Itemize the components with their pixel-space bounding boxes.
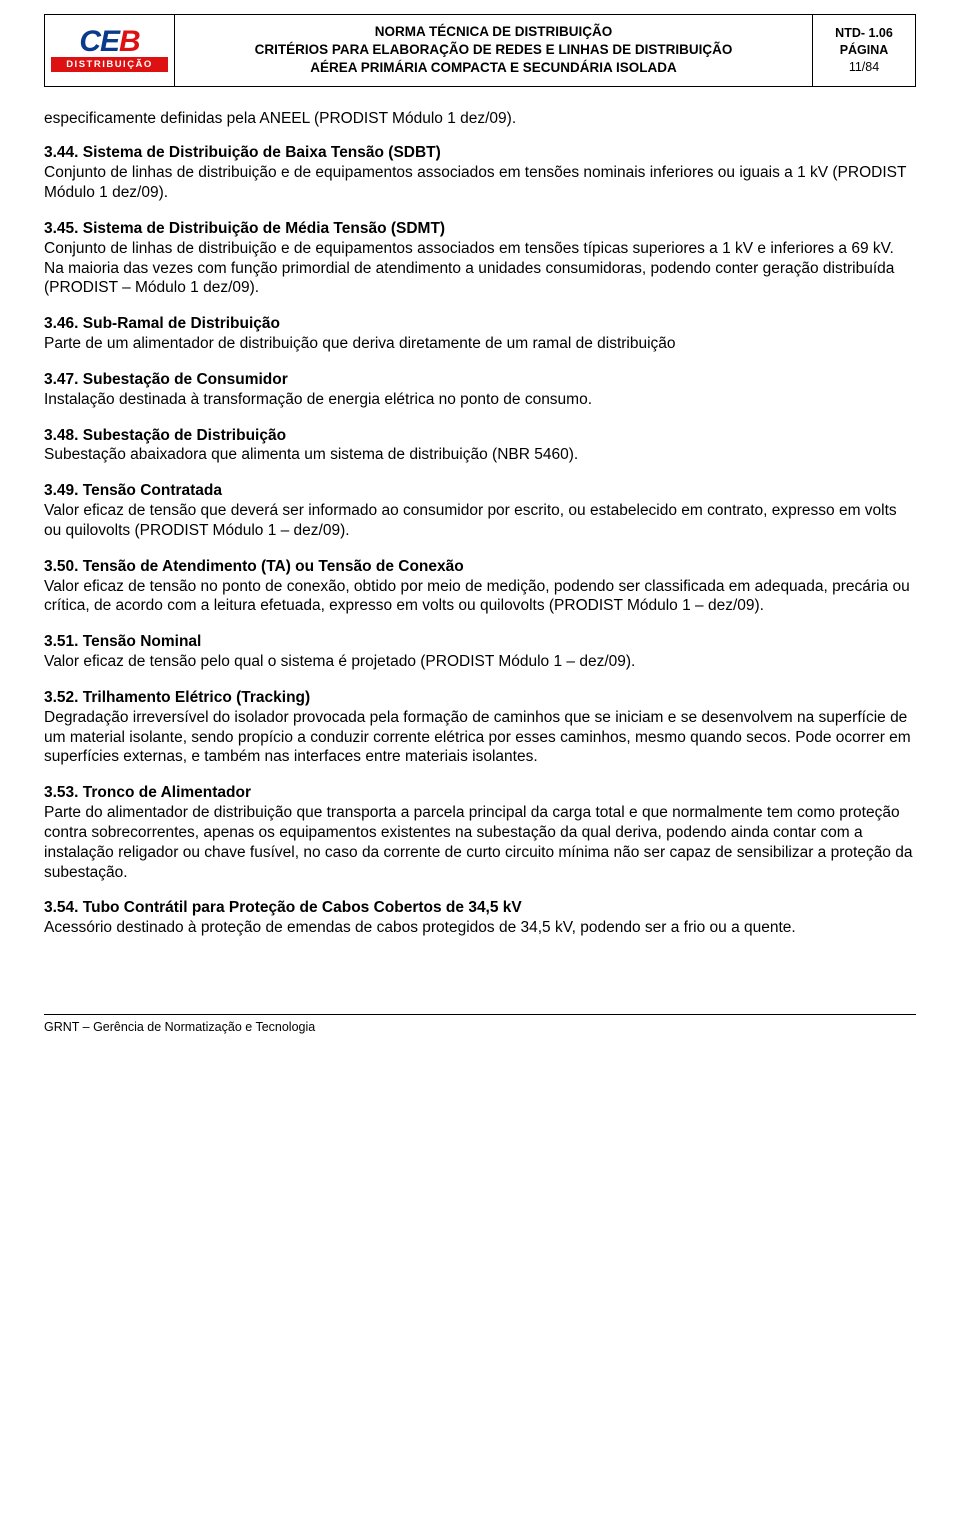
section-title: 3.54. Tubo Contrátil para Proteção de Ca… [44, 899, 522, 916]
logo-cell: CEB DISTRIBUIÇÃO [45, 15, 175, 86]
section-body: Valor eficaz de tensão que deverá ser in… [44, 502, 897, 539]
section-body: Acessório destinado à proteção de emenda… [44, 919, 796, 936]
header-title-line1: NORMA TÉCNICA DE DISTRIBUIÇÃO [181, 23, 806, 41]
section-title: 3.47. Subestação de Consumidor [44, 371, 288, 388]
section-body: Instalação destinada à transformação de … [44, 391, 592, 408]
section-title: 3.52. Trilhamento Elétrico (Tracking) [44, 689, 310, 706]
section-body: Valor eficaz de tensão no ponto de conex… [44, 578, 910, 615]
section-title: 3.48. Subestação de Distribuição [44, 427, 286, 444]
section-title: 3.45. Sistema de Distribuição de Média T… [44, 220, 445, 237]
logo-subtext: DISTRIBUIÇÃO [51, 57, 168, 72]
section: 3.53. Tronco de Alimentador Parte do ali… [44, 783, 916, 882]
section: 3.44. Sistema de Distribuição de Baixa T… [44, 143, 916, 202]
footer-text: GRNT – Gerência de Normatização e Tecnol… [44, 1020, 315, 1034]
section: 3.47. Subestação de Consumidor Instalaçã… [44, 370, 916, 410]
section-body: Conjunto de linhas de distribuição e de … [44, 164, 906, 201]
header-meta: NTD- 1.06 PÁGINA 11/84 [813, 15, 915, 86]
page-label: PÁGINA [817, 42, 911, 59]
logo-text: CEB [51, 28, 168, 55]
header-title-line2: CRITÉRIOS PARA ELABORAÇÃO DE REDES E LIN… [181, 41, 806, 59]
page-number: 11/84 [817, 59, 911, 76]
section: 3.51. Tensão Nominal Valor eficaz de ten… [44, 632, 916, 672]
section: 3.50. Tensão de Atendimento (TA) ou Tens… [44, 557, 916, 616]
section: 3.45. Sistema de Distribuição de Média T… [44, 219, 916, 298]
section-body: Conjunto de linhas de distribuição e de … [44, 240, 894, 297]
header-title-line3: AÉREA PRIMÁRIA COMPACTA E SECUNDÁRIA ISO… [181, 59, 806, 77]
document-header: CEB DISTRIBUIÇÃO NORMA TÉCNICA DE DISTRI… [44, 14, 916, 87]
section-body: Subestação abaixadora que alimenta um si… [44, 446, 578, 463]
section-title: 3.44. Sistema de Distribuição de Baixa T… [44, 144, 441, 161]
section: 3.48. Subestação de Distribuição Subesta… [44, 426, 916, 466]
section: 3.49. Tensão Contratada Valor eficaz de … [44, 481, 916, 540]
intro-paragraph: especificamente definidas pela ANEEL (PR… [44, 109, 916, 129]
section: 3.46. Sub-Ramal de Distribuição Parte de… [44, 314, 916, 354]
document-body: especificamente definidas pela ANEEL (PR… [44, 109, 916, 938]
header-title: NORMA TÉCNICA DE DISTRIBUIÇÃO CRITÉRIOS … [175, 15, 813, 86]
section: 3.52. Trilhamento Elétrico (Tracking) De… [44, 688, 916, 767]
section-title: 3.53. Tronco de Alimentador [44, 784, 251, 801]
section-title: 3.49. Tensão Contratada [44, 482, 222, 499]
section-body: Valor eficaz de tensão pelo qual o siste… [44, 653, 635, 670]
section-title: 3.46. Sub-Ramal de Distribuição [44, 315, 280, 332]
section-body: Parte do alimentador de distribuição que… [44, 804, 912, 880]
section-title: 3.51. Tensão Nominal [44, 633, 201, 650]
doc-code: NTD- 1.06 [817, 25, 911, 42]
company-logo: CEB DISTRIBUIÇÃO [51, 28, 168, 72]
section-title: 3.50. Tensão de Atendimento (TA) ou Tens… [44, 558, 464, 575]
page-footer: GRNT – Gerência de Normatização e Tecnol… [44, 1014, 916, 1035]
section: 3.54. Tubo Contrátil para Proteção de Ca… [44, 898, 916, 938]
section-body: Degradação irreversível do isolador prov… [44, 709, 911, 766]
section-body: Parte de um alimentador de distribuição … [44, 335, 676, 352]
